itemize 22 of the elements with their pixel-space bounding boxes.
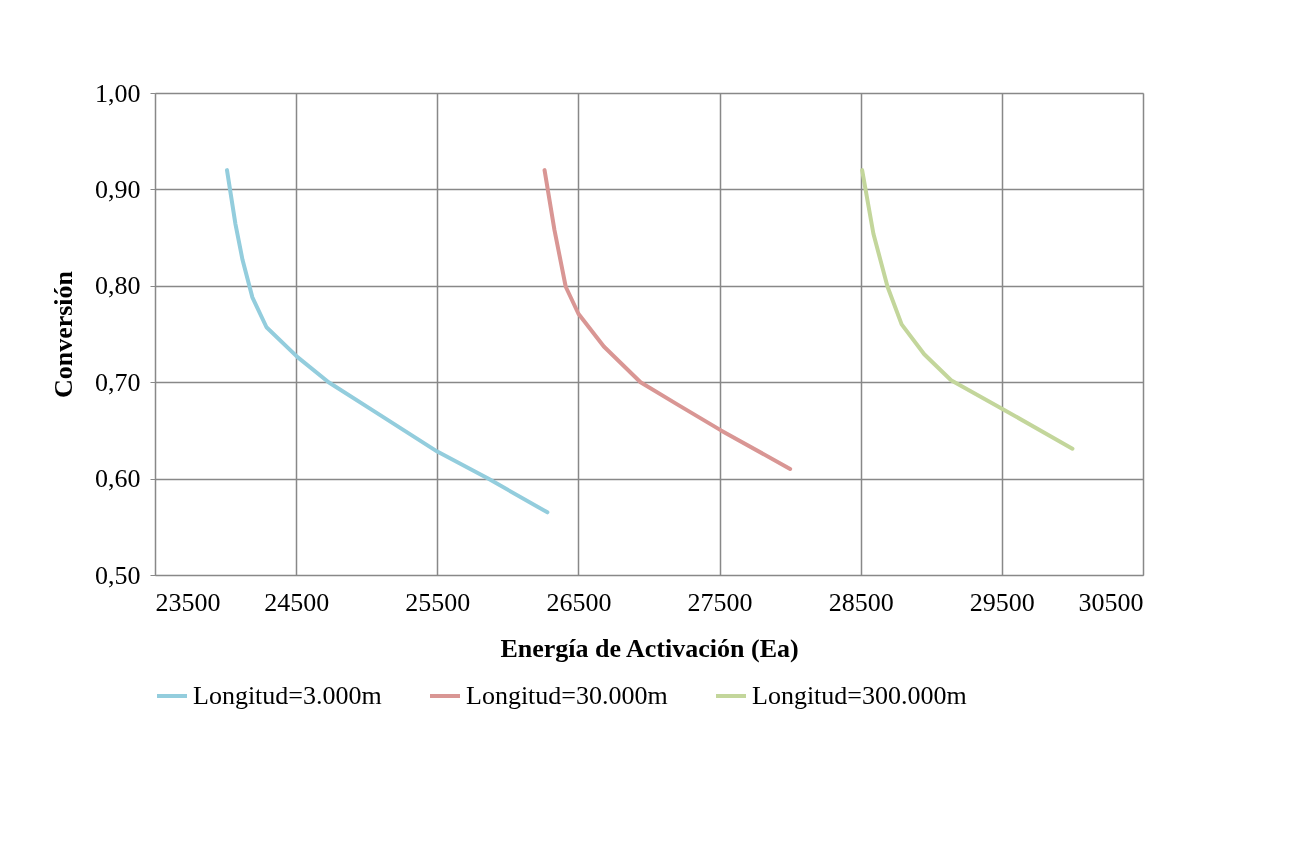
x-tick-label: 25500 [405,587,471,617]
y-axis-title: Conversión [49,270,78,399]
y-tick-label: 1,00 [95,78,141,108]
y-tick-label: 0,80 [95,271,141,301]
line-series [860,168,1075,451]
x-axis-title: Energía de Activación (Ea) [500,633,799,663]
y-tick-label: 0,70 [95,367,141,397]
legend-label: Longitud=3.000m [193,681,382,710]
line-series [542,168,793,471]
y-tick-label: 0,60 [95,464,141,494]
line-series [224,168,550,515]
y-tick-label: 0,90 [95,174,141,204]
x-tick-label: 26500 [546,587,612,617]
y-tick-label: 0,50 [95,560,141,590]
legend-label: Longitud=300.000m [752,681,967,710]
x-tick-label: 27500 [687,587,753,617]
x-tick-label: 30500 [1078,587,1144,617]
x-tick-label: 23500 [155,587,221,617]
x-tick-label: 28500 [828,587,894,617]
x-tick-label: 29500 [969,587,1035,617]
x-tick-label: 24500 [264,587,330,617]
legend-label: Longitud=30.000m [466,681,668,710]
